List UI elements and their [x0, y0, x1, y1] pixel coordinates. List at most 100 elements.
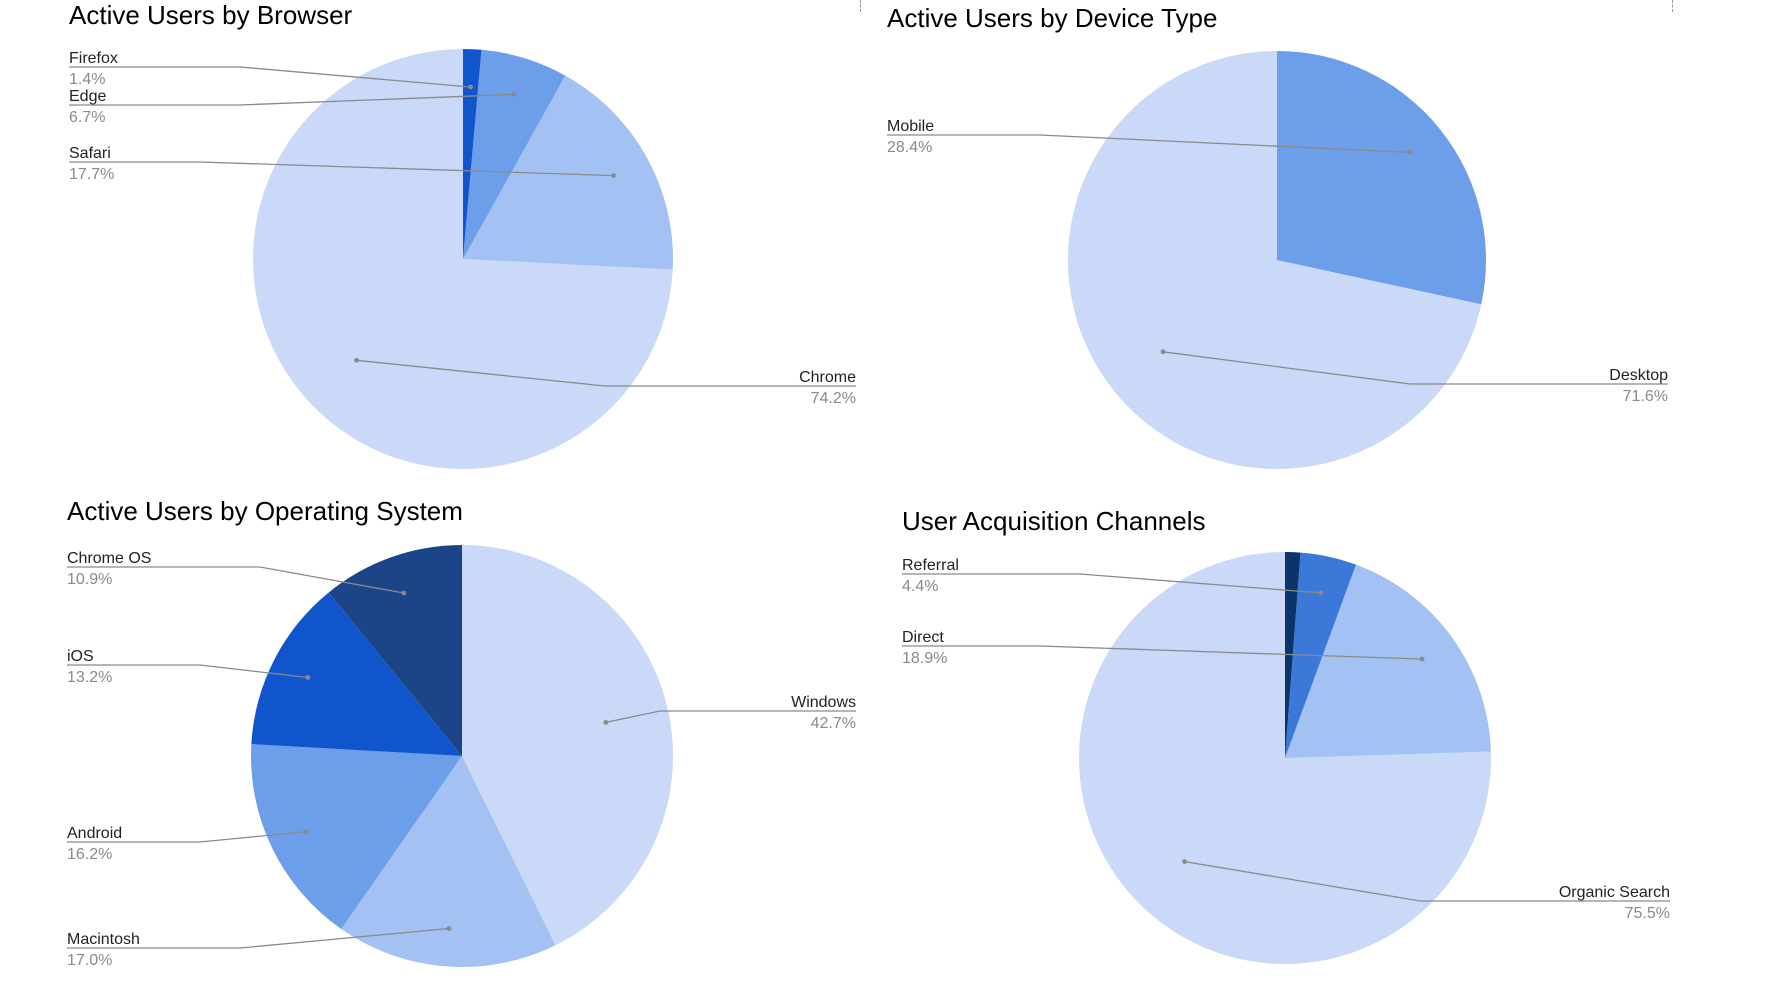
slice-label-firefox: Firefox 1.4% — [69, 50, 473, 90]
chart-title: Active Users by Browser — [69, 0, 353, 30]
chart-title: User Acquisition Channels — [902, 506, 1206, 536]
leader-line — [69, 66, 471, 88]
leader-line — [67, 664, 308, 679]
slice-label-macintosh: Macintosh 17.0% — [67, 926, 452, 969]
leader-line — [69, 161, 614, 177]
slice-label-percent: 13.2% — [67, 669, 112, 686]
leader-dot — [1318, 590, 1324, 596]
slice-label-percent: 71.6% — [1623, 388, 1668, 405]
pie-slice-mobile[interactable] — [1277, 51, 1487, 305]
leader-dot — [304, 829, 309, 834]
leader-line — [887, 134, 1411, 154]
slice-label-safari: Safari 17.7% — [69, 145, 616, 183]
leader-dot — [511, 92, 516, 97]
slice-label-name: Mobile — [887, 118, 934, 135]
leader-line — [67, 566, 405, 594]
slice-label-percent: 10.9% — [67, 571, 112, 588]
leader-dot — [305, 675, 311, 680]
leader-dot — [603, 720, 609, 725]
slice-label-desktop: Desktop 71.6% — [1160, 349, 1668, 405]
leader-line — [902, 645, 1423, 660]
pie-labels: Windows 42.7% Macintosh 17.0% Android 16.2% iO… — [67, 550, 856, 969]
leader-dot — [1160, 349, 1166, 355]
slice-label-percent: 42.7% — [811, 715, 856, 732]
pie-slice-organic-search[interactable] — [1079, 552, 1492, 964]
leader-dot — [611, 173, 616, 179]
pie-slice-chrome[interactable] — [252, 49, 673, 469]
slice-label-name: Android — [67, 825, 122, 842]
pie-slice-windows[interactable] — [462, 545, 673, 946]
pie-chart-browser: Chrome 74.2% Safari 17.7% Edge 6.7% Firefox 1.4… — [69, 48, 856, 469]
chart-device-type: Active Users by Device Type Desktop 71.6%… — [840, 0, 1784, 490]
leader-dot — [1182, 859, 1187, 864]
slice-label-chrome: Chrome 74.2% — [354, 357, 856, 407]
slice-label-name: Direct — [902, 629, 944, 646]
pie-slices — [251, 545, 673, 967]
slice-label-direct: Direct 18.9% — [902, 629, 1425, 667]
chart-browser: Active Users by Browser Chrome 74.2% Safar… — [0, 0, 880, 490]
slice-label-windows: Windows 42.7% — [603, 694, 856, 732]
pie-labels: Chrome 74.2% Safari 17.7% Edge 6.7% Firefox 1.4… — [69, 50, 856, 407]
slice-label-android: Android 16.2% — [67, 825, 309, 863]
slice-label-edge: Edge 6.7% — [69, 88, 516, 126]
slice-label-name: Firefox — [69, 50, 118, 67]
leader-line — [69, 93, 514, 106]
slice-label-name: iOS — [67, 648, 94, 665]
slice-label-name: Chrome — [799, 369, 856, 386]
slice-label-ios: iOS 13.2% — [67, 648, 311, 686]
leader-dot — [446, 926, 452, 931]
leader-dot — [1408, 150, 1413, 155]
pie-slice-ios[interactable] — [251, 592, 462, 756]
chart-acquisition-channels: User Acquisition Channels Organic Search… — [840, 490, 1784, 1005]
slice-label-organic-search: Organic Search 75.5% — [1182, 859, 1670, 922]
chart-title: Active Users by Operating System — [67, 496, 463, 526]
slice-label-percent: 16.2% — [67, 846, 112, 863]
pie-slice-direct[interactable] — [1285, 564, 1491, 758]
leader-line — [1184, 860, 1670, 902]
chart-operating-system: Active Users by Operating System Windows… — [0, 490, 880, 1005]
leader-line — [605, 710, 856, 724]
pie-slice-safari[interactable] — [463, 75, 673, 270]
frame-mark — [860, 0, 861, 12]
pie-slice-desktop[interactable] — [1068, 51, 1482, 470]
slice-label-percent: 17.0% — [67, 952, 112, 969]
slice-label-name: Referral — [902, 557, 959, 574]
slice-label-name: Desktop — [1609, 367, 1668, 384]
slice-label-name: Safari — [69, 145, 111, 162]
slice-label-percent: 75.5% — [1625, 905, 1670, 922]
slice-label-percent: 4.4% — [902, 578, 938, 595]
slice-label-percent: 28.4% — [887, 139, 932, 156]
pie-slice-macintosh[interactable] — [341, 756, 556, 967]
slice-label-percent: 18.9% — [902, 650, 947, 667]
pie-slice-chrome-os[interactable] — [328, 545, 462, 756]
slice-label-referral: Referral 4.4% — [902, 557, 1324, 596]
leader-line — [356, 359, 856, 387]
chart-title: Active Users by Device Type — [887, 3, 1218, 33]
slice-label-name: Edge — [69, 88, 106, 105]
slice-label-name: Organic Search — [1559, 884, 1670, 901]
slice-label-name: Windows — [791, 694, 856, 711]
pie-chart-acquisition-channels: Organic Search 75.5% Direct 18.9% Referral 4.… — [902, 552, 1670, 964]
slice-label-percent: 1.4% — [69, 71, 105, 88]
leader-line — [902, 573, 1321, 594]
slice-label-chrome-os: Chrome OS 10.9% — [67, 550, 407, 596]
pie-chart-device-type: Desktop 71.6% Mobile 28.4% — [887, 51, 1668, 470]
slice-label-name: Chrome OS — [67, 550, 151, 567]
leader-dot — [468, 84, 473, 90]
leader-line — [1163, 351, 1668, 385]
pie-slice-firefox[interactable] — [463, 48, 482, 259]
pie-chart-operating-system: Windows 42.7% Macintosh 17.0% Android 16.2% iO… — [67, 545, 856, 969]
frame-mark — [1672, 0, 1673, 12]
slice-label-mobile: Mobile 28.4% — [887, 118, 1413, 156]
pie-labels: Desktop 71.6% Mobile 28.4% — [887, 118, 1668, 405]
pie-slices — [1068, 51, 1487, 470]
pie-slices — [252, 48, 673, 469]
slice-label-percent: 74.2% — [811, 390, 856, 407]
leader-dot — [354, 357, 359, 363]
leader-dot — [401, 590, 407, 596]
leader-dot — [1419, 656, 1425, 662]
pie-slice-edge[interactable] — [463, 49, 566, 260]
pie-slice-android[interactable] — [251, 744, 462, 930]
leader-line — [67, 830, 307, 843]
leader-line — [67, 927, 450, 949]
